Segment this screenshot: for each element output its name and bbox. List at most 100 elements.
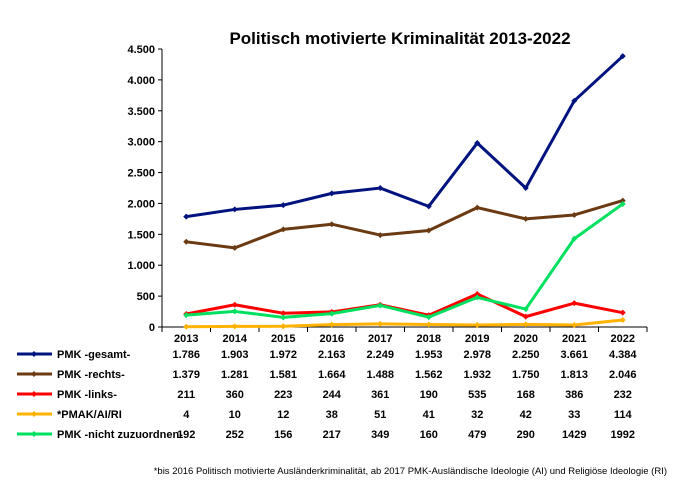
data-point: [280, 323, 287, 330]
data-point: [183, 312, 190, 319]
data-point: [619, 309, 626, 316]
x-tick-label: 2014: [223, 333, 248, 345]
table-cell: 12: [277, 409, 289, 421]
table-cell: 1.664: [318, 369, 346, 381]
data-point: [571, 211, 578, 218]
data-point: [183, 238, 190, 245]
x-tick-label: 2021: [562, 333, 586, 345]
y-tick-label: 4.000: [127, 75, 155, 87]
data-point: [522, 321, 529, 328]
table-cell: 1.972: [269, 349, 297, 361]
table-cell: 1.953: [415, 349, 443, 361]
table-cell: 42: [520, 409, 532, 421]
table-cell: 1.488: [366, 369, 394, 381]
series-0: [183, 53, 626, 220]
table-cell: 3.661: [560, 349, 588, 361]
table-cell: 4: [183, 409, 190, 421]
data-point: [231, 206, 238, 213]
table-cell: 211: [177, 389, 195, 401]
table-cell: 38: [326, 409, 338, 421]
data-point: [280, 226, 287, 233]
legend-label: PMK -gesamt-: [57, 349, 131, 361]
data-point: [619, 53, 626, 60]
table-cell: 1992: [611, 429, 635, 441]
data-point: [328, 321, 335, 328]
table-cell: 168: [517, 389, 535, 401]
data-point: [328, 190, 335, 197]
table-cell: 2.978: [463, 349, 491, 361]
data-point: [571, 321, 578, 328]
table-cell: 1.562: [415, 369, 443, 381]
legend-label: PMK -links-: [57, 389, 117, 401]
y-tick-label: 0: [149, 322, 155, 334]
data-point: [474, 322, 481, 329]
table-row: PMK -nicht zuzuordnen-192 252 156 217 349 160…: [17, 429, 635, 441]
data-point: [280, 310, 287, 317]
data-point: [425, 314, 432, 321]
data-point: [328, 310, 335, 317]
data-point: [183, 323, 190, 330]
y-tick-label: 3.500: [127, 106, 155, 118]
table-cell: 360: [226, 389, 244, 401]
table-cell: 192: [177, 429, 195, 441]
table-cell: 32: [471, 409, 483, 421]
table-row: PMK -links- 211 360 223 244 361 190 535 168 386 23…: [17, 389, 632, 401]
data-point: [522, 306, 529, 313]
table-cell: 1.932: [463, 369, 491, 381]
data-point: [377, 320, 384, 327]
table-cell: 4.384: [609, 349, 637, 361]
data-point: [474, 204, 481, 211]
data-point: [619, 197, 626, 204]
legend-label: PMK -nicht zuzuordnen-: [57, 429, 183, 441]
y-tick-label: 1.500: [127, 229, 155, 241]
table-cell: 2.046: [609, 369, 637, 381]
series-4: [183, 200, 626, 321]
table-cell: 244: [323, 389, 342, 401]
table-cell: 535: [468, 389, 486, 401]
footnote: *bis 2016 Politisch motivierte Ausländer…: [154, 466, 667, 477]
series-line: [186, 55, 624, 219]
data-point: [425, 321, 432, 328]
data-point: [425, 203, 432, 210]
y-tick-label: 2.500: [127, 168, 155, 180]
table-cell: 41: [423, 409, 435, 421]
data-point: [231, 308, 238, 315]
x-tick-label: 2020: [514, 333, 538, 345]
y-tick-label: 3.000: [127, 137, 155, 149]
series-2: [183, 290, 626, 320]
legend-label: *PMAK/AI/RI: [57, 409, 122, 421]
data-point: [425, 227, 432, 234]
data-point: [619, 316, 626, 323]
x-tick-label: 2013: [174, 333, 198, 345]
data-point: [571, 235, 578, 242]
table-cell: 1.581: [269, 369, 297, 381]
table-cell: 1.903: [221, 349, 249, 361]
legend-key-marker: [31, 411, 37, 417]
y-tick-label: 4.500: [127, 44, 155, 56]
data-point: [571, 300, 578, 307]
data-point: [619, 200, 626, 207]
x-tick-label: 2018: [417, 333, 441, 345]
x-tick-label: 2019: [465, 333, 489, 345]
y-axis: 0 500 1.000 1.500 2.000 2.500 3.000 3.500 4.000 4…: [127, 44, 163, 334]
table-cell: 1.786: [172, 349, 200, 361]
table-cell: 114: [614, 409, 633, 421]
x-tick-label: 2022: [611, 333, 635, 345]
x-tick-label: 2016: [320, 333, 344, 345]
table-cell: 361: [371, 389, 389, 401]
table-cell: 2.250: [512, 349, 540, 361]
data-point: [522, 215, 529, 222]
data-point: [183, 213, 190, 220]
series-line: [186, 199, 624, 250]
data-table: PMK -gesamt- 1.786 1.903 1.972 2.163 2.249 1.9…: [17, 349, 637, 441]
y-tick-label: 2.000: [127, 198, 155, 210]
table-cell: 349: [371, 429, 389, 441]
series-1: [183, 197, 626, 251]
data-point: [280, 314, 287, 321]
table-cell: 479: [468, 429, 486, 441]
y-tick-label: 500: [137, 291, 155, 303]
series-lines: [183, 53, 626, 330]
chart-title: Politisch motivierte Kriminalität 2013-2…: [229, 29, 570, 48]
y-tick-label: 1.000: [127, 260, 155, 272]
table-cell: 252: [226, 429, 244, 441]
